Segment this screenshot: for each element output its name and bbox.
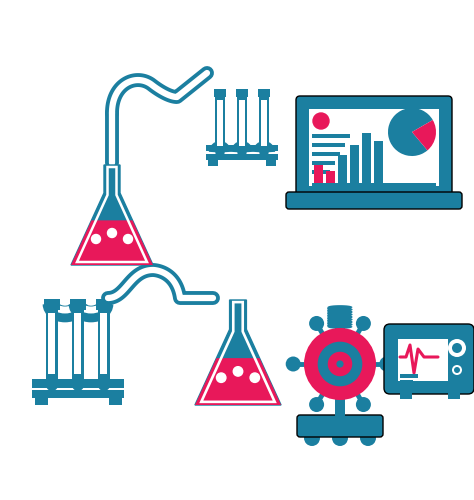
Bar <box>236 88 248 97</box>
Bar <box>335 312 345 422</box>
Wedge shape <box>412 120 436 150</box>
Circle shape <box>286 356 301 372</box>
Circle shape <box>91 234 100 244</box>
Bar <box>398 339 448 381</box>
Bar <box>74 313 82 374</box>
Bar <box>262 100 266 146</box>
Bar <box>258 88 270 97</box>
Bar <box>35 398 48 405</box>
Bar <box>362 133 371 183</box>
Bar <box>326 171 335 183</box>
Bar <box>44 299 60 310</box>
Circle shape <box>454 367 460 373</box>
Bar <box>237 97 246 152</box>
Circle shape <box>98 379 110 391</box>
Bar <box>400 374 418 378</box>
Bar <box>312 170 330 174</box>
Polygon shape <box>195 358 281 405</box>
Circle shape <box>304 328 376 400</box>
Polygon shape <box>195 300 281 405</box>
Bar <box>400 393 412 399</box>
Bar <box>32 390 124 398</box>
Circle shape <box>250 373 260 382</box>
Circle shape <box>318 342 362 386</box>
Bar <box>208 160 219 166</box>
Circle shape <box>309 397 324 412</box>
Circle shape <box>108 228 117 237</box>
Bar <box>338 155 347 183</box>
FancyBboxPatch shape <box>384 324 474 394</box>
Circle shape <box>72 379 84 391</box>
Wedge shape <box>388 108 433 156</box>
Bar <box>214 88 227 97</box>
Bar <box>266 160 276 166</box>
FancyBboxPatch shape <box>297 415 383 437</box>
Circle shape <box>448 339 466 357</box>
FancyBboxPatch shape <box>296 96 452 199</box>
Circle shape <box>360 430 376 446</box>
Circle shape <box>259 148 269 157</box>
Circle shape <box>304 430 320 446</box>
Bar <box>218 100 223 146</box>
Bar <box>239 100 245 146</box>
Bar <box>72 310 84 385</box>
Bar <box>350 145 359 183</box>
Circle shape <box>46 379 58 391</box>
Bar <box>206 154 278 160</box>
Circle shape <box>356 316 371 331</box>
Circle shape <box>328 352 352 376</box>
Bar <box>259 97 269 152</box>
Bar <box>70 299 86 310</box>
Circle shape <box>452 365 462 375</box>
Bar <box>374 141 383 183</box>
Bar <box>100 313 108 374</box>
Polygon shape <box>71 165 153 265</box>
Circle shape <box>313 113 329 129</box>
Circle shape <box>124 234 133 244</box>
Bar <box>46 310 58 385</box>
Bar <box>309 109 439 186</box>
Bar <box>98 310 110 385</box>
Bar <box>312 161 335 165</box>
Bar <box>448 393 460 399</box>
Bar <box>96 299 112 310</box>
Bar <box>312 152 340 156</box>
Bar <box>312 183 436 186</box>
Circle shape <box>452 343 462 353</box>
Circle shape <box>332 430 348 446</box>
Circle shape <box>217 373 226 382</box>
Circle shape <box>237 148 246 157</box>
Bar <box>312 143 345 147</box>
Bar <box>312 134 350 138</box>
Bar <box>314 165 323 183</box>
Circle shape <box>356 397 371 412</box>
Bar <box>48 313 55 374</box>
Bar <box>400 380 413 384</box>
FancyBboxPatch shape <box>286 192 462 209</box>
Circle shape <box>337 360 344 368</box>
Bar <box>32 379 124 388</box>
Circle shape <box>309 316 324 331</box>
Circle shape <box>233 366 243 376</box>
Bar <box>215 97 225 152</box>
Polygon shape <box>71 220 153 265</box>
Bar <box>206 146 278 152</box>
Circle shape <box>215 148 225 157</box>
Circle shape <box>379 356 394 372</box>
Bar <box>109 398 122 405</box>
